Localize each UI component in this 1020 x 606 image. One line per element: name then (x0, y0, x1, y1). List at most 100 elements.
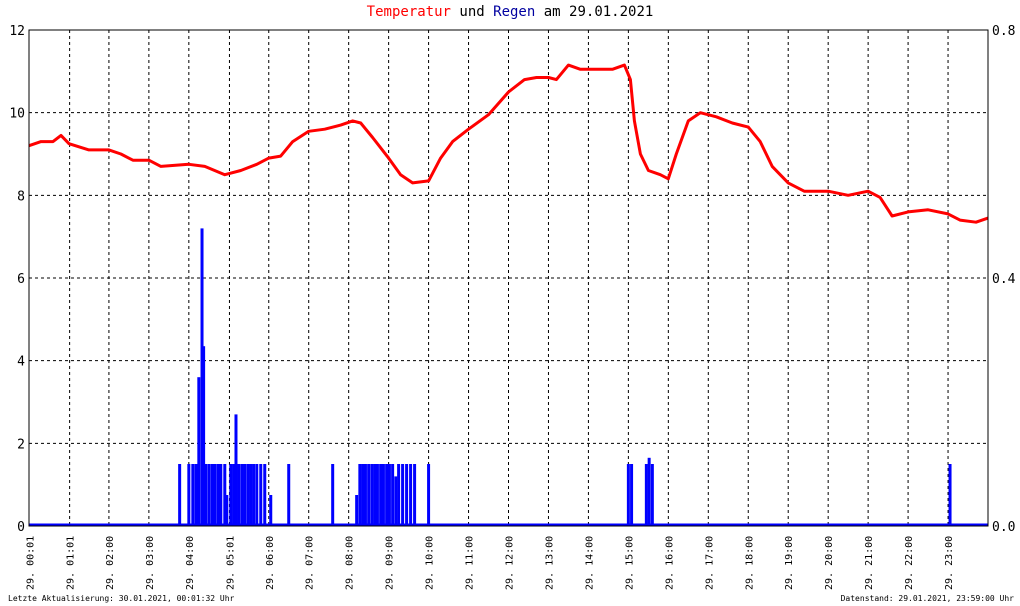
rain-bar (370, 464, 374, 526)
rain-bar (178, 464, 182, 526)
rain-bar (373, 464, 377, 526)
rain-bar (237, 464, 241, 526)
x-tick-label: 29. 07:00 (305, 536, 316, 590)
rain-bar (331, 464, 335, 526)
rain-bar (194, 464, 198, 526)
x-tick-label: 29. 11:00 (465, 536, 476, 590)
x-tick-label: 29. 14:00 (584, 536, 595, 590)
rain-bar (394, 476, 398, 526)
rain-bar (405, 464, 409, 526)
x-tick-label: 29. 09:00 (385, 536, 396, 590)
rain-bar (626, 464, 630, 526)
y-left-tick-label: 10 (9, 107, 25, 122)
x-tick-label: 29. 01:01 (66, 536, 77, 590)
x-tick-label: 29. 23:00 (944, 536, 955, 590)
rain-bar (287, 464, 291, 526)
x-tick-label: 29. 20:00 (824, 536, 835, 590)
x-tick-label: 29. 05:01 (225, 536, 236, 590)
rain-bar (379, 464, 383, 526)
y-right-tick-label: 0.8 (992, 24, 1015, 39)
rain-bar (252, 464, 256, 526)
x-tick-label: 29. 02:00 (105, 536, 116, 590)
x-tick-label: 29. 19:00 (784, 536, 795, 590)
x-tick-label: 29. 17:00 (704, 536, 715, 590)
x-tick-label: 29. 10:00 (425, 536, 436, 590)
rain-bar (204, 464, 208, 526)
y-right-tick-label: 0.0 (992, 520, 1015, 535)
rain-bar (647, 457, 651, 526)
grid-layer (29, 30, 988, 526)
y-left-tick-label: 4 (17, 355, 25, 370)
rain-bar (269, 495, 273, 526)
rain-bar (202, 346, 206, 526)
rain-bar (216, 464, 220, 526)
axes (28, 29, 989, 527)
rain-bar (355, 495, 359, 526)
rain-bar (427, 464, 431, 526)
footer-data-status: Datenstand: 29.01.2021, 23:59:00 Uhr (840, 594, 1014, 603)
rain-bar (249, 464, 253, 526)
rain-bar (644, 464, 648, 526)
title-temperatur: Temperatur (366, 4, 451, 20)
temperature-line (28, 63, 989, 224)
tick-labels: 29. 00:01 29. 01:01 29. 02:00 29. 03:00 29. … (9, 24, 1015, 590)
rain-bar (259, 464, 263, 526)
rain-bar (200, 228, 204, 526)
temperature-series (28, 63, 989, 224)
y-left-tick-label: 8 (17, 189, 25, 204)
rain-bar (409, 464, 413, 526)
rain-bar (358, 464, 362, 526)
x-tick-label: 29. 03:00 (145, 536, 156, 590)
rain-bar (387, 464, 391, 526)
y-left-tick-label: 6 (17, 272, 25, 287)
x-tick-label: 29. 15:00 (624, 536, 635, 590)
rain-bar (210, 464, 214, 526)
title-date: 29.01.2021 (569, 4, 654, 20)
x-tick-label: 29. 16:00 (664, 536, 675, 590)
x-tick-label: 29. 06:00 (265, 536, 276, 590)
rain-bar (229, 464, 233, 526)
y-left-tick-label: 12 (9, 24, 25, 39)
rain-bar (263, 464, 267, 526)
y-left-tick-label: 0 (17, 520, 25, 535)
rain-bar (361, 464, 365, 526)
rain-bar (225, 495, 229, 526)
x-tick-label: 29. 08:00 (345, 536, 356, 590)
rain-bar (375, 464, 379, 526)
x-tick-label: 29. 21:00 (864, 536, 875, 590)
rain-bar (630, 464, 634, 526)
y-right-tick-label: 0.4 (992, 272, 1016, 287)
title-regen: Regen (493, 4, 536, 20)
rain-bar (363, 464, 367, 526)
x-tick-label: 29. 04:00 (185, 536, 196, 590)
rain-bar (223, 464, 227, 526)
x-tick-label: 29. 18:00 (744, 536, 755, 590)
rain-bar (401, 464, 405, 526)
rain-bar (243, 464, 247, 526)
y-left-tick-label: 2 (17, 437, 25, 452)
rain-bar (413, 464, 417, 526)
x-tick-label: 29. 13:00 (544, 536, 555, 590)
rain-bar (213, 464, 217, 526)
rain-bar (381, 464, 385, 526)
plot-frame (28, 29, 989, 527)
title-und: und (459, 4, 485, 20)
rain-bar (232, 464, 236, 526)
rain-bar (255, 464, 259, 526)
rain-bar (246, 464, 250, 526)
x-tick-label: 29. 12:00 (505, 536, 516, 590)
rain-bar (187, 464, 191, 526)
rain-bar (397, 464, 401, 526)
rain-bar (240, 464, 244, 526)
footer-last-update: Letzte Aktualisierung: 30.01.2021, 00:01… (8, 594, 235, 603)
x-tick-label: 29. 00:01 (26, 536, 37, 590)
rain-bar (207, 464, 211, 526)
rain-bar (391, 464, 395, 526)
rain-bar (948, 464, 952, 526)
rain-series (29, 228, 988, 527)
rain-bar (367, 464, 371, 526)
x-tick-label: 29. 22:00 (904, 536, 915, 590)
rain-bar (385, 464, 389, 526)
rain-bar (219, 464, 223, 526)
